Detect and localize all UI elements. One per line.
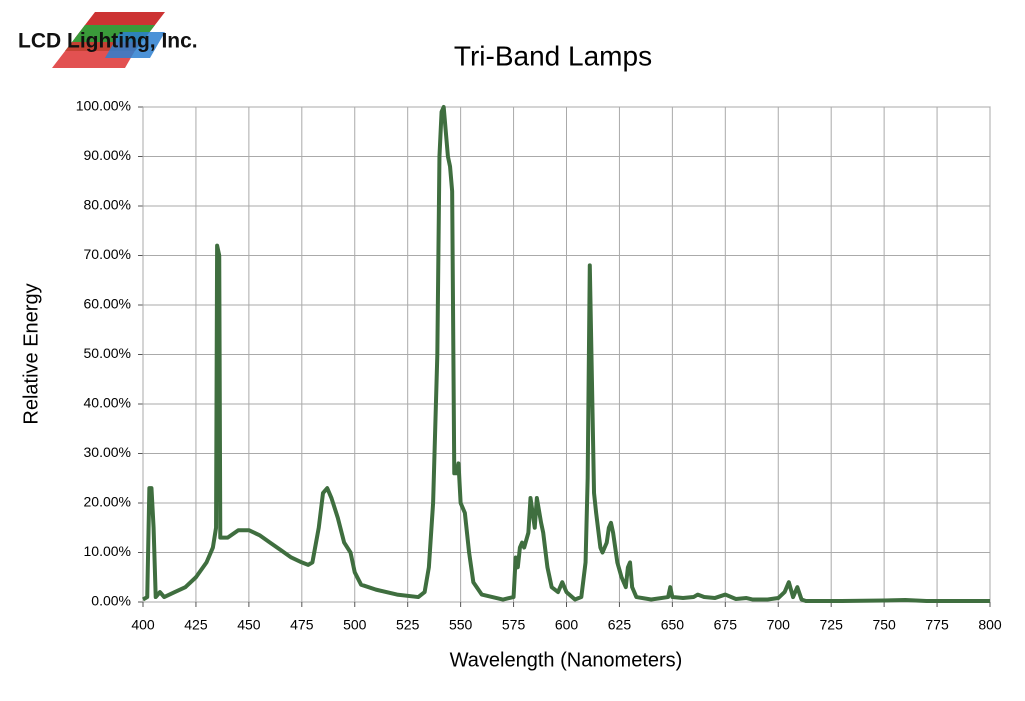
x-tick-label: 575 bbox=[502, 617, 526, 633]
y-tick-label: 70.00% bbox=[84, 246, 131, 262]
logo-text: LCD Lighting, Inc. bbox=[18, 30, 198, 53]
x-axis-label: Wavelength (Nanometers) bbox=[450, 649, 683, 671]
x-tick-label: 600 bbox=[555, 617, 579, 633]
logo-stripe bbox=[105, 32, 165, 58]
x-tick-label: 750 bbox=[872, 617, 896, 633]
x-tick-label: 700 bbox=[767, 617, 791, 633]
spectrum-line bbox=[141, 105, 990, 604]
y-tick-label: 90.00% bbox=[84, 147, 131, 163]
x-tick-label: 675 bbox=[714, 617, 738, 633]
y-tick-label: 20.00% bbox=[84, 494, 131, 510]
y-tick-label: 30.00% bbox=[84, 444, 131, 460]
y-tick-label: 50.00% bbox=[84, 345, 131, 361]
y-tick-label: 60.00% bbox=[84, 296, 131, 312]
y-axis-label: Relative Energy bbox=[20, 283, 42, 424]
x-tick-label: 525 bbox=[396, 617, 420, 633]
chart-title: Tri-Band Lamps bbox=[454, 40, 652, 71]
x-tick-label: 400 bbox=[131, 617, 155, 633]
x-tick-label: 500 bbox=[343, 617, 367, 633]
logo: LCD Lighting, Inc. bbox=[18, 12, 198, 68]
x-tick-label: 625 bbox=[608, 617, 632, 633]
x-tick-label: 550 bbox=[449, 617, 473, 633]
x-tick-label: 475 bbox=[290, 617, 314, 633]
y-tick-label: 10.00% bbox=[84, 543, 131, 559]
y-tick-label: 100.00% bbox=[76, 98, 131, 114]
x-tick-label: 725 bbox=[820, 617, 844, 633]
x-tick-label: 800 bbox=[978, 617, 1002, 633]
y-tick-label: 0.00% bbox=[91, 593, 131, 609]
x-tick-label: 650 bbox=[661, 617, 685, 633]
y-tick-label: 80.00% bbox=[84, 197, 131, 213]
x-tick-label: 450 bbox=[237, 617, 261, 633]
x-tick-label: 775 bbox=[925, 617, 949, 633]
y-tick-label: 40.00% bbox=[84, 395, 131, 411]
x-tick-label: 425 bbox=[184, 617, 208, 633]
